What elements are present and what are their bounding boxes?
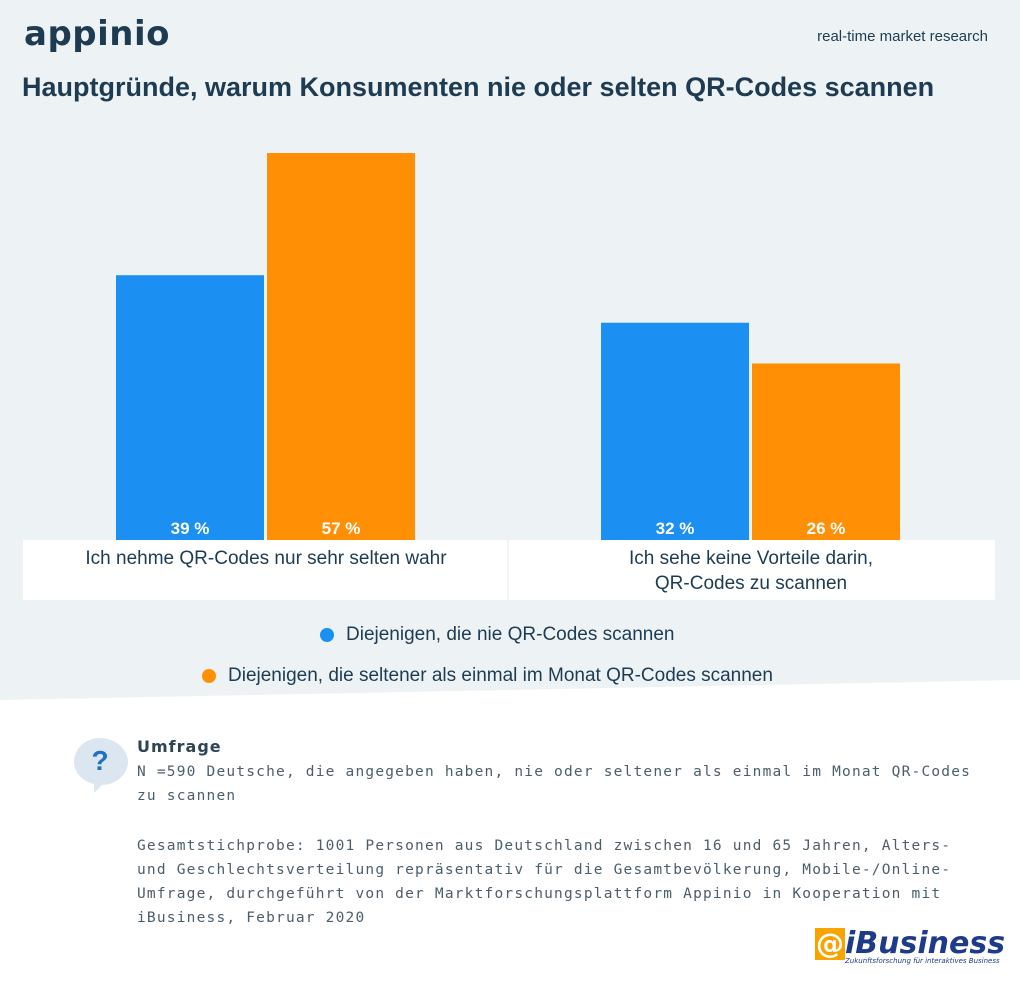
bar-1-series-2 <box>267 153 415 540</box>
ibusiness-logo-at: @ <box>815 927 845 960</box>
question-mark: ? <box>91 745 109 776</box>
diagonal-divider <box>0 680 1020 720</box>
survey-title: Umfrage <box>137 737 222 756</box>
legend-label: Diejenigen, die nie QR-Codes scannen <box>346 624 675 645</box>
data-label: 39 % <box>171 519 210 538</box>
legend-dot-orange <box>202 669 216 683</box>
legend-dot-blue <box>320 628 334 642</box>
data-label: 26 % <box>807 519 846 538</box>
question-badge: ? <box>72 736 132 799</box>
appinio-logo: appinio <box>24 14 170 54</box>
bar-2-series-1 <box>601 322 749 540</box>
category-label: Ich nehme QR-Codes nur sehr selten wahr <box>85 548 447 569</box>
survey-sample: N =590 Deutsche, die angegeben haben, ni… <box>137 764 972 804</box>
chart-title: Hauptgründe, warum Konsumenten nie oder … <box>22 72 935 102</box>
category-label-area <box>23 540 995 600</box>
data-label: 57 % <box>322 519 361 538</box>
legend-item-never: Diejenigen, die nie QR-Codes scannen <box>320 624 674 646</box>
category-label: Ich sehe keine Vorteile darin, <box>629 548 873 569</box>
ibusiness-logo-name: iBusiness <box>845 926 1006 961</box>
bar-1-series-1 <box>116 275 264 540</box>
tagline: real-time market research <box>817 28 988 45</box>
category-label: QR-Codes zu scannen <box>655 573 847 594</box>
bar-2-series-2 <box>752 363 900 540</box>
bar-chart: 39 % 57 % Ich nehme QR-Codes nur sehr selt… <box>23 153 995 600</box>
question-icon <box>74 738 128 793</box>
ibusiness-logo-sub: Zukunftsforschung für interaktives Busin… <box>845 957 1000 965</box>
ibusiness-logo: @ iBusiness Zukunftsforschung für intera… <box>815 926 1005 968</box>
legend-item-rarely: Diejenigen, die seltener als einmal im M… <box>202 665 773 687</box>
legend-label: Diejenigen, die seltener als einmal im M… <box>228 665 773 686</box>
data-label: 32 % <box>656 519 695 538</box>
survey-details: Gesamtstichprobe: 1001 Personen aus Deut… <box>137 838 952 926</box>
